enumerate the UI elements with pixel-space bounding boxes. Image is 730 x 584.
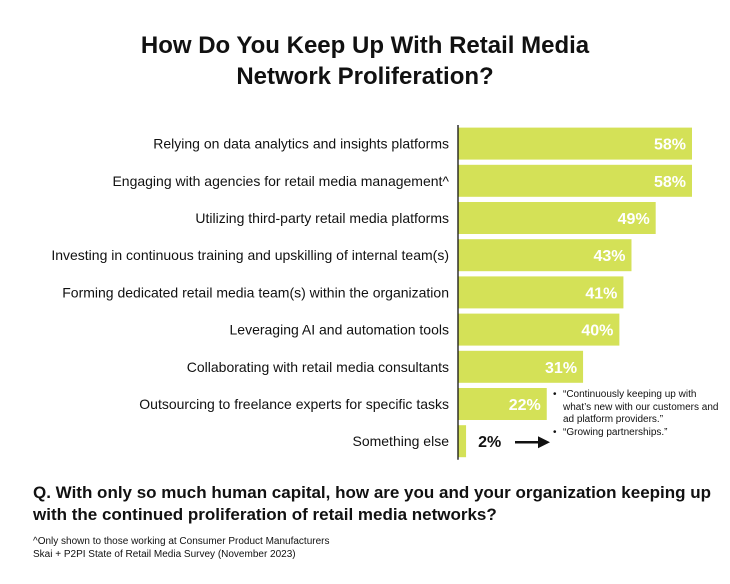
category-label-6: Leveraging AI and automation tools: [230, 322, 450, 338]
category-label-1: Relying on data analytics and insights p…: [153, 136, 449, 152]
category-label-9: Something else: [352, 433, 449, 449]
value-label-9: 2%: [478, 434, 501, 451]
annotation-item-1: “Continuously keeping up with what’s new…: [553, 389, 723, 427]
bar-1: [458, 127, 692, 160]
value-label-5: 41%: [585, 285, 617, 302]
category-label-8: Outsourcing to freelance experts for spe…: [139, 396, 449, 412]
value-label-1: 58%: [654, 137, 686, 154]
category-label-5: Forming dedicated retail media team(s) w…: [62, 284, 449, 300]
footnote-line-1: ^Only shown to those working at Consumer…: [33, 536, 330, 547]
value-label-3: 49%: [618, 211, 650, 228]
survey-question: Q. With only so much human capital, how …: [33, 483, 712, 524]
something-else-annotation: “Continuously keeping up with what’s new…: [553, 389, 723, 439]
value-label-2: 58%: [654, 174, 686, 191]
annotation-item-2: “Growing partnerships.”: [553, 427, 723, 440]
value-label-6: 40%: [581, 323, 613, 340]
bar-chart: Relying on data analytics and insights p…: [51, 125, 692, 460]
bar-8: [458, 388, 547, 420]
value-label-7: 31%: [545, 360, 577, 377]
bar-3: [458, 202, 656, 234]
bar-5: [458, 276, 624, 309]
category-label-7: Collaborating with retail media consulta…: [187, 359, 449, 375]
bar-7: [458, 350, 584, 383]
value-label-4: 43%: [593, 248, 625, 265]
bar-9: [458, 425, 467, 458]
chart-title-line-1: How Do You Keep Up With Retail Media: [140, 32, 590, 59]
bar-4: [458, 239, 632, 272]
value-label-8: 22%: [509, 397, 541, 414]
footnote-source: Skai + P2PI State of Retail Media Survey…: [33, 548, 296, 560]
category-label-2: Engaging with agencies for retail media …: [112, 173, 449, 189]
footnote: ^Only shown to those working at Consumer…: [33, 536, 713, 561]
bar-2: [458, 164, 692, 197]
category-label-4: Investing in continuous training and ups…: [51, 247, 449, 263]
chart-title: How Do You Keep Up With Retail Media Net…: [0, 30, 730, 92]
annotation-arrow-head: [538, 436, 550, 449]
category-label-3: Utilizing third-party retail media platf…: [195, 210, 449, 226]
chart-title-line-2: Network Proliferation?: [236, 63, 494, 90]
bar-6: [458, 313, 620, 346]
